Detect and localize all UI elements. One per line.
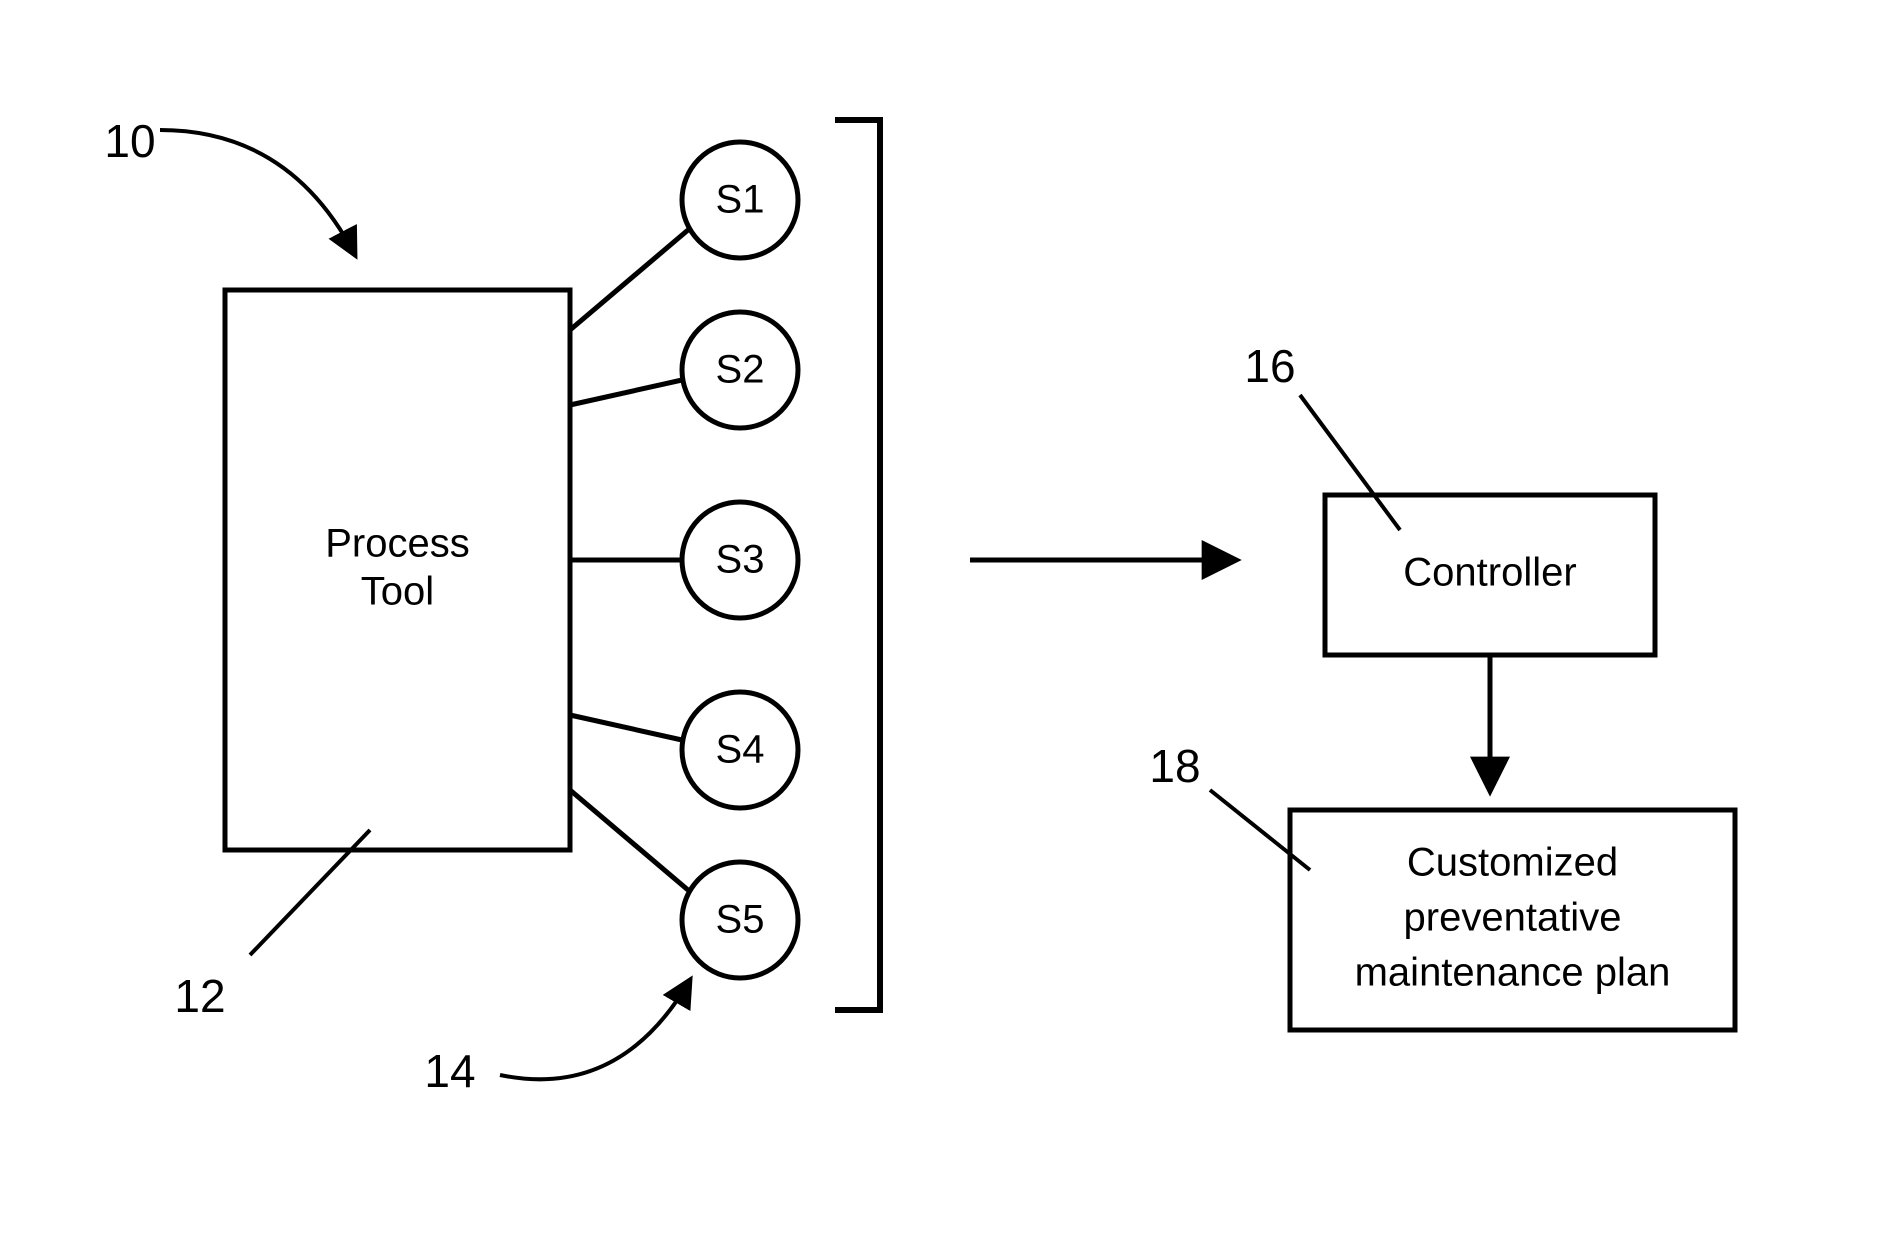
process-tool-line1: Process	[325, 522, 470, 566]
sensor-label-s4: S4	[716, 728, 765, 772]
ref-10-label: 10	[104, 115, 155, 167]
sensor-label-s2: S2	[716, 348, 765, 392]
ref-18-label: 18	[1149, 740, 1200, 792]
plan-line2: preventative	[1404, 896, 1622, 940]
canvas-bg	[0, 0, 1884, 1245]
ref-12-label: 12	[174, 970, 225, 1022]
sensor-label-s5: S5	[716, 898, 765, 942]
sensor-label-s3: S3	[716, 538, 765, 582]
controller-label: Controller	[1403, 551, 1576, 595]
ref-16-label: 16	[1244, 340, 1295, 392]
sensor-label-s1: S1	[716, 178, 765, 222]
process-tool-line2: Tool	[361, 570, 434, 614]
ref-14-label: 14	[424, 1045, 475, 1097]
plan-line3: maintenance plan	[1355, 951, 1671, 995]
plan-line1: Customized	[1407, 841, 1618, 885]
